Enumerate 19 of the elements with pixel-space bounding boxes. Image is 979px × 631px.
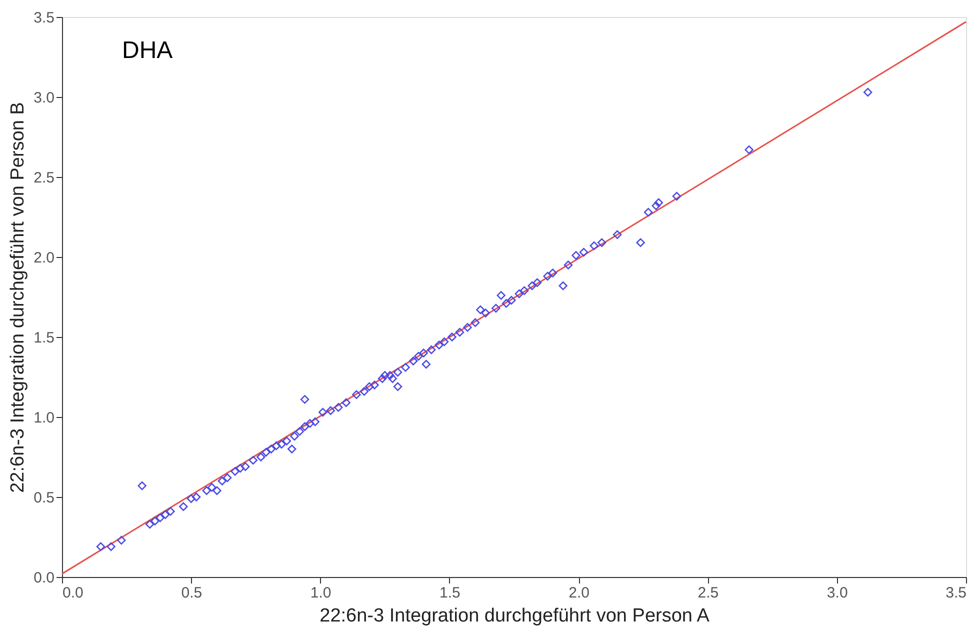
y-axis-title: 22:6n-3 Integration durchgeführt von Person B xyxy=(8,102,29,493)
y-tick-label: 2.0 xyxy=(34,250,54,266)
x-tick-label: 0.0 xyxy=(62,584,84,602)
y-tick-label: 1.5 xyxy=(34,330,54,346)
y-tick-label: 0.5 xyxy=(34,490,54,506)
x-tick-label: 3.0 xyxy=(826,584,848,602)
x-axis-title: 22:6n-3 Integration durchgeführt von Person A xyxy=(320,606,710,626)
annotation: DHA xyxy=(122,37,173,64)
x-tick-label: 2.0 xyxy=(568,584,590,602)
x-tick-label: 1.0 xyxy=(310,584,332,602)
y-tick-label: 3.5 xyxy=(34,10,54,26)
x-tick-label: 0.5 xyxy=(181,584,202,602)
y-tick-label: 1.0 xyxy=(34,410,54,426)
y-tick-label: 0.0 xyxy=(34,570,54,586)
y-tick-label: 3.0 xyxy=(34,90,54,106)
x-tick-label: 1.5 xyxy=(440,584,460,602)
y-tick-label: 2.5 xyxy=(34,170,54,186)
x-tick-label: 2.5 xyxy=(698,584,719,602)
x-tick-label: 3.5 xyxy=(946,584,966,602)
